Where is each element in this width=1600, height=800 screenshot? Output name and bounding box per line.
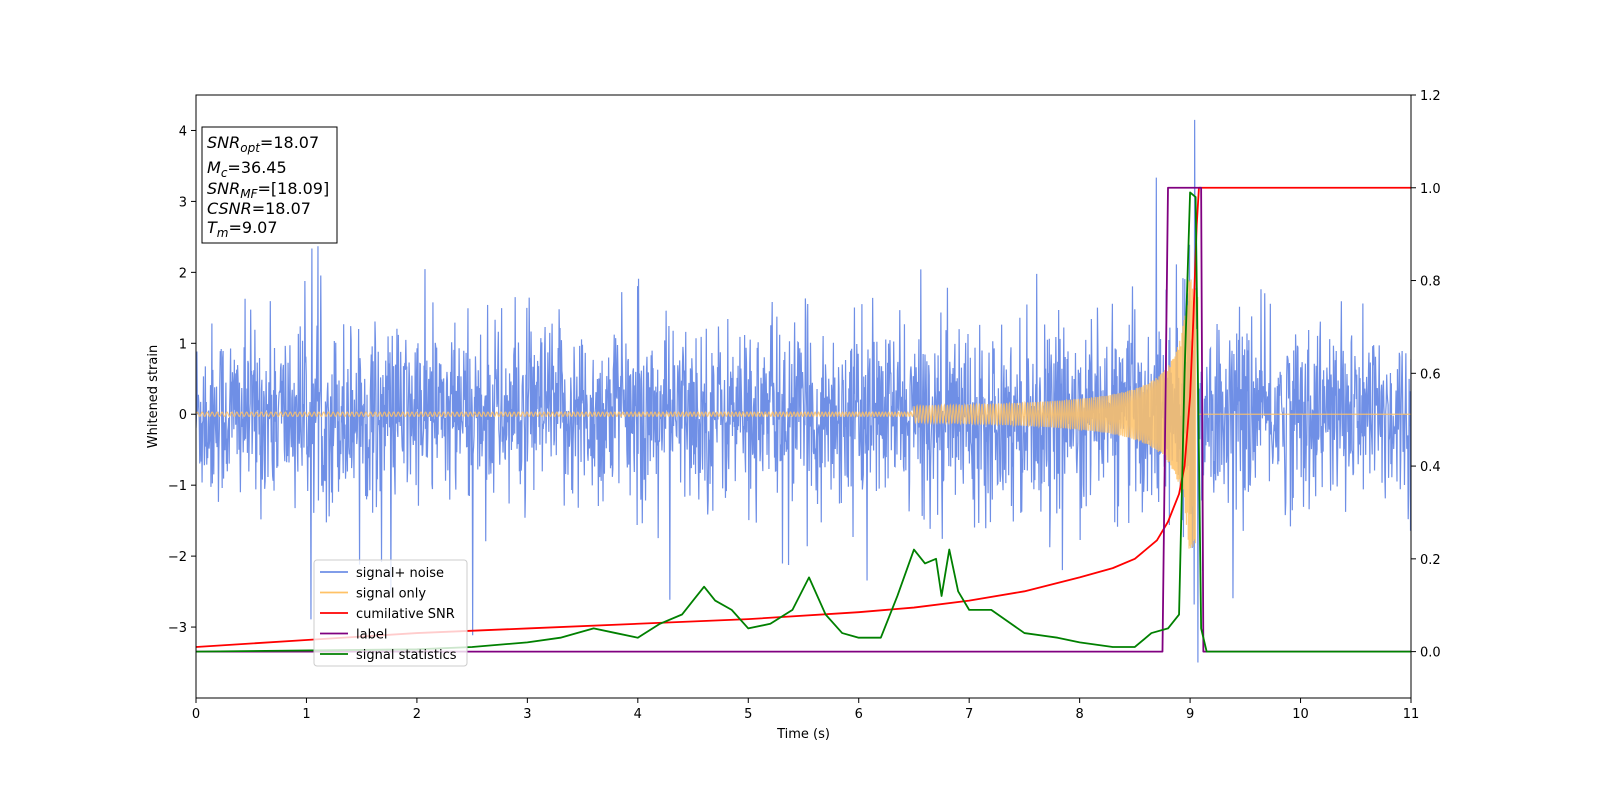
y-axis-label: Whitened strain [146, 345, 161, 448]
y-tick-label: −2 [168, 550, 187, 565]
y-tick-label: 0 [179, 408, 187, 423]
x-tick-label: 5 [744, 707, 752, 722]
series-cumulative-snr [196, 186, 1411, 648]
x-tick-label: 6 [855, 707, 863, 722]
legend-label: label [356, 628, 387, 643]
y-tick-label: −1 [168, 479, 187, 494]
legend-label: signal statistics [356, 648, 457, 663]
y2-tick-label: 0.8 [1420, 275, 1441, 290]
x-tick-label: 3 [523, 707, 531, 722]
y2-tick-label: 1.0 [1420, 182, 1441, 197]
y-tick-label: 4 [179, 124, 187, 139]
legend-frame [313, 559, 468, 667]
y-axis-right: 0.0 0.2 0.4 0.6 0.8 1.0 1.2 [1411, 89, 1441, 661]
y-tick-label: 3 [179, 195, 187, 210]
y-tick-label: 2 [179, 266, 187, 281]
y2-tick-label: 0.2 [1420, 553, 1441, 568]
x-tick-label: 4 [634, 707, 642, 722]
legend-label: signal+ noise [356, 566, 444, 581]
legend: signal+ noise signal only cumilative SNR la… [313, 559, 468, 667]
plot-content [196, 119, 1411, 663]
series-signal-statistics [196, 191, 1411, 653]
y-tick-label: −3 [168, 621, 187, 636]
y2-tick-label: 0.0 [1420, 646, 1441, 661]
x-tick-label: 11 [1403, 707, 1420, 722]
info-box: SNRopt=18.07 Mc=36.45 SNRMF=[18.09] CSNR… [201, 126, 338, 244]
series-signal-only [196, 279, 1411, 549]
y-tick-label: 1 [179, 337, 187, 352]
snr-mf-text: SNRMF=[18.09] [207, 179, 329, 201]
csnr-text: CSNR=18.07 [207, 199, 311, 218]
x-tick-label: 10 [1292, 707, 1309, 722]
x-tick-label: 9 [1186, 707, 1194, 722]
y-axis-left: −3 −2 −1 0 1 2 3 4 [168, 124, 196, 636]
info-box-frame [201, 126, 338, 244]
x-axis: 0 1 2 3 4 5 6 7 8 9 10 11 [192, 698, 1419, 722]
y2-tick-label: 0.4 [1420, 460, 1441, 475]
x-axis-label: Time (s) [776, 727, 830, 742]
y2-tick-label: 1.2 [1420, 89, 1441, 104]
snr-opt-text: SNRopt=18.07 [207, 133, 319, 155]
x-tick-label: 8 [1075, 707, 1083, 722]
tm-text: Tm=9.07 [207, 218, 278, 240]
x-tick-label: 0 [192, 707, 200, 722]
series-signal-noise [196, 119, 1411, 663]
legend-label: cumilative SNR [356, 607, 455, 622]
y2-tick-label: 0.6 [1420, 367, 1441, 382]
x-tick-label: 1 [302, 707, 310, 722]
x-tick-label: 2 [413, 707, 421, 722]
x-tick-label: 7 [965, 707, 973, 722]
legend-label: signal only [356, 587, 426, 602]
mc-text: Mc=36.45 [207, 158, 287, 180]
plot-frame [195, 94, 1412, 699]
